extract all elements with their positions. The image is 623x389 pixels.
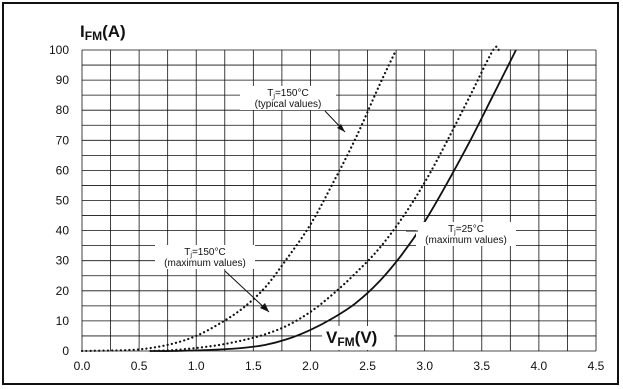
x-tick-label: 3.5 bbox=[473, 359, 490, 373]
y-tick-label: 10 bbox=[56, 314, 70, 328]
annotation-max25: Tj=25°C (maximum values) bbox=[406, 222, 516, 246]
curve-max150 bbox=[149, 45, 500, 353]
annotation-typ150: Tj=150°C (typical values) bbox=[240, 86, 346, 133]
y-tick-label: 20 bbox=[56, 284, 70, 298]
x-tick-label: 3.0 bbox=[416, 359, 433, 373]
y-tick-label: 70 bbox=[56, 133, 70, 147]
annotation-max150-line2: (maximum values) bbox=[164, 258, 246, 269]
grid bbox=[81, 49, 597, 352]
annotation-max25-line2: (maximum values) bbox=[425, 235, 507, 246]
x-tick-label: 4.5 bbox=[588, 359, 605, 373]
annotation-max150-leader bbox=[224, 270, 270, 313]
x-tick-label: 2.0 bbox=[302, 359, 319, 373]
annotation-max25-line1: Tj=25°C bbox=[448, 224, 484, 236]
curves bbox=[80, 45, 517, 353]
tick-labels: 0.0 0.5 1.0 1.5 2.0 2.5 3.0 3.5 4.0 4.5 0 10 20 30 40 5… bbox=[49, 43, 605, 373]
x-axis-title: VFM(V) bbox=[326, 328, 377, 349]
annotation-typ150-line1: Tj=150°C bbox=[267, 88, 308, 100]
x-tick-label: 0.5 bbox=[131, 359, 148, 373]
y-tick-label: 80 bbox=[56, 103, 70, 117]
y-axis-title-sub: FM bbox=[85, 29, 102, 43]
y-tick-label: 0 bbox=[62, 344, 69, 358]
annotation-max150-arrowhead bbox=[260, 303, 269, 312]
x-axis-title-main: V bbox=[326, 328, 338, 347]
y-tick-label: 30 bbox=[56, 254, 70, 268]
x-tick-label: 2.5 bbox=[359, 359, 376, 373]
y-tick-label: 100 bbox=[49, 43, 69, 57]
y-axis-title-unit: (A) bbox=[102, 22, 126, 41]
x-axis-title-bg bbox=[322, 326, 394, 350]
y-tick-label: 40 bbox=[56, 224, 70, 238]
y-tick-label: 90 bbox=[56, 73, 70, 87]
x-axis-title-sub: FM bbox=[337, 335, 354, 349]
y-tick-label: 60 bbox=[56, 163, 70, 177]
y-axis-title-main: I bbox=[80, 22, 85, 41]
curve-max25 bbox=[150, 49, 517, 352]
x-tick-label: 4.0 bbox=[531, 359, 548, 373]
y-axis-title: IFM(A) bbox=[80, 22, 126, 43]
annotation-typ150-line2: (typical values) bbox=[255, 99, 322, 110]
annotation-max150-line1: Tj=150°C bbox=[184, 247, 225, 259]
x-tick-label: 0.0 bbox=[74, 359, 91, 373]
annotation-max150: Tj=150°C (maximum values) bbox=[155, 245, 270, 313]
y-tick-label: 50 bbox=[56, 194, 70, 208]
annotation-typ150-arrowhead bbox=[337, 124, 345, 132]
x-tick-label: 1.5 bbox=[245, 359, 262, 373]
x-tick-label: 1.0 bbox=[188, 359, 205, 373]
x-axis-title-unit: (V) bbox=[355, 328, 378, 347]
curve-typ150 bbox=[80, 48, 398, 353]
